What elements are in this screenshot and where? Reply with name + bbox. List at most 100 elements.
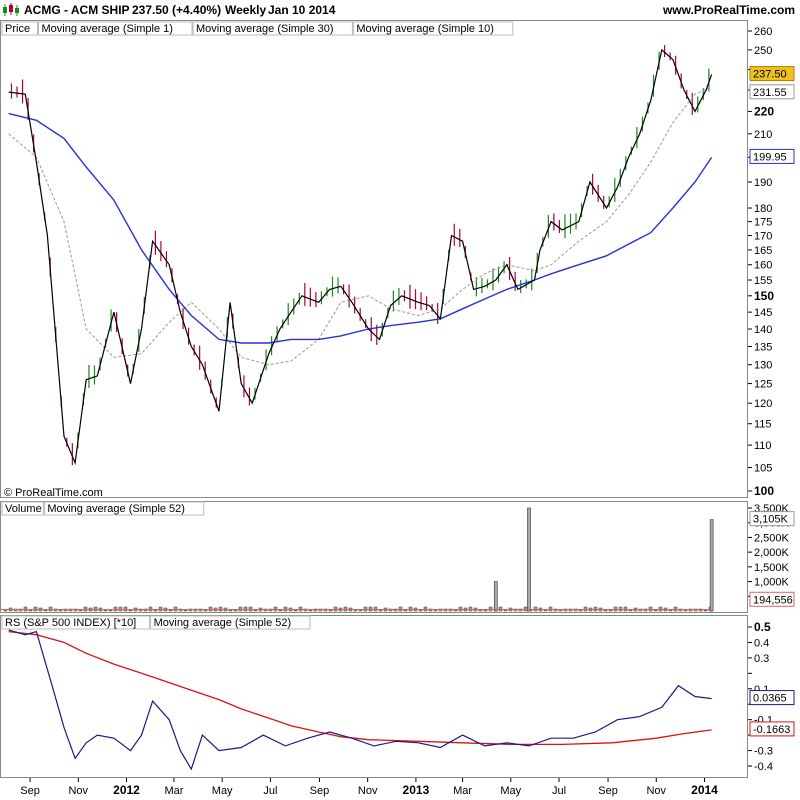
legend-item-box [352,21,514,36]
last-price-badge: 237.50 [753,69,787,81]
legend-item-box [1,615,151,630]
volume-bar [433,609,438,612]
price-legend[interactable]: Price Moving average (Simple 1) Moving ave… [1,21,514,36]
price-tick-label: 145 [754,307,772,319]
price-tick-label: 165 [754,245,772,257]
legend-item: RS (S&P 500 INDEX) [*10] [5,617,136,629]
volume-bar [603,609,608,612]
period-label: Weekly [225,3,266,17]
volume-bar [228,609,233,612]
ma30-line [8,112,713,344]
legend-item: Moving average (Simple 52) [47,503,185,515]
volume-bar [503,609,508,612]
volume-bar [378,609,383,612]
volume-legend[interactable]: Volume Moving average (Simple 52) [1,501,205,516]
rs-ma52-badge: -0.1663 [753,724,790,736]
price-tick-label: 220 [754,104,774,118]
x-tick-label: Nov [646,785,666,797]
volume-bar [328,609,333,612]
rs-tick-label: 0.4 [754,637,769,649]
x-tick-label: 2014 [691,783,718,797]
volume-bar [253,609,258,612]
volume-bar [453,609,458,612]
volume-spike-bar [527,507,531,612]
x-tick-label: Sep [20,785,40,797]
volume-bar [578,609,583,612]
volume-bar [168,609,173,612]
volume-bar [103,609,108,612]
price-tick-label: 190 [754,177,772,189]
candle-icon [3,3,19,16]
volume-bar [3,609,8,612]
volume-last-badge-box [749,511,795,527]
volume-bar [153,609,158,612]
x-tick-label: 2012 [113,783,140,797]
rs-ma52-line [8,630,712,746]
symbol-title: ACMG - ACM SHIP [24,3,130,17]
volume-bar [483,609,488,612]
volume-bar [478,609,483,612]
volume-spike-bar [709,519,714,612]
price-tick-label: 210 [754,129,772,141]
price-tick-label: 120 [754,398,772,410]
rs-plot [8,629,712,771]
legend-item: Moving average (Simple 1) [42,23,173,35]
volume-bar [608,609,613,612]
price-tick-label: 175 [754,217,772,229]
last-price-badge-box [749,66,795,82]
volume-tick-label: 1,000K [754,577,790,589]
price-tick-label: 115 [754,419,772,431]
rs-legend[interactable]: RS (S&P 500 INDEX) [*10] Moving average (… [1,615,311,630]
legend-item-box [1,21,38,36]
x-tick-label: Sep [310,785,330,797]
legend-item: Moving average (Simple 10) [356,23,494,35]
price-tick-label: 155 [754,275,772,287]
volume-bar [653,609,658,612]
volume-bar [628,609,633,612]
copyright: © ProRealTime.com [4,487,103,499]
date-label: Jan 10 2014 [268,3,336,17]
x-axis: Sep Nov 2012 Mar May Jul Sep Nov 2013 Mar May Jul Se… [20,778,718,797]
volume-bar [108,609,113,612]
ma10-badge-box [749,84,795,100]
volume-plot [0,507,714,612]
volume-bar [418,609,423,612]
ma30-badge-box [749,148,795,164]
volume-bar [43,609,48,612]
volume-bar [128,609,133,612]
volume-bar [403,609,408,612]
legend-item: Moving average (Simple 30) [196,23,334,35]
volume-bar [203,609,208,612]
quote-value: 237.50 (+4.40%) [132,3,221,17]
price-plot [8,45,713,466]
price-tick-label: 180 [754,203,772,215]
legend-item-box [38,21,193,36]
legend-item: Price [5,23,30,35]
site-label: www.ProRealTime.com [662,3,795,17]
price-tick-label: 100 [754,484,774,498]
legend-item-box [1,501,44,516]
price-tick-label: 110 [754,440,772,452]
header-bar: ACMG - ACM SHIP 237.50 (+4.40%) Weekly J… [3,3,795,17]
volume-bar [558,609,563,612]
legend-item-box [192,21,353,36]
volume-tick-label: 1,500K [754,562,790,574]
x-tick-label: Nov [358,785,378,797]
volume-bar [358,609,363,612]
volume-bar [233,609,238,612]
volume-panel [0,501,748,613]
x-tick-label: Mar [453,785,472,797]
price-tick-label: 170 [754,231,772,243]
volume-bar [278,609,283,612]
legend-item-box [43,501,205,516]
volume-bar [183,609,188,612]
volume-bar [683,609,688,612]
volume-tick-label: 2,500K [754,532,790,544]
price-tick-label: 135 [754,342,772,354]
price-tick-label: 160 [754,260,772,272]
rs-tick-label: -0.3 [754,746,773,758]
volume-bar [308,609,313,612]
price-tick-label: 105 [754,463,772,475]
volume-bar [78,609,83,612]
